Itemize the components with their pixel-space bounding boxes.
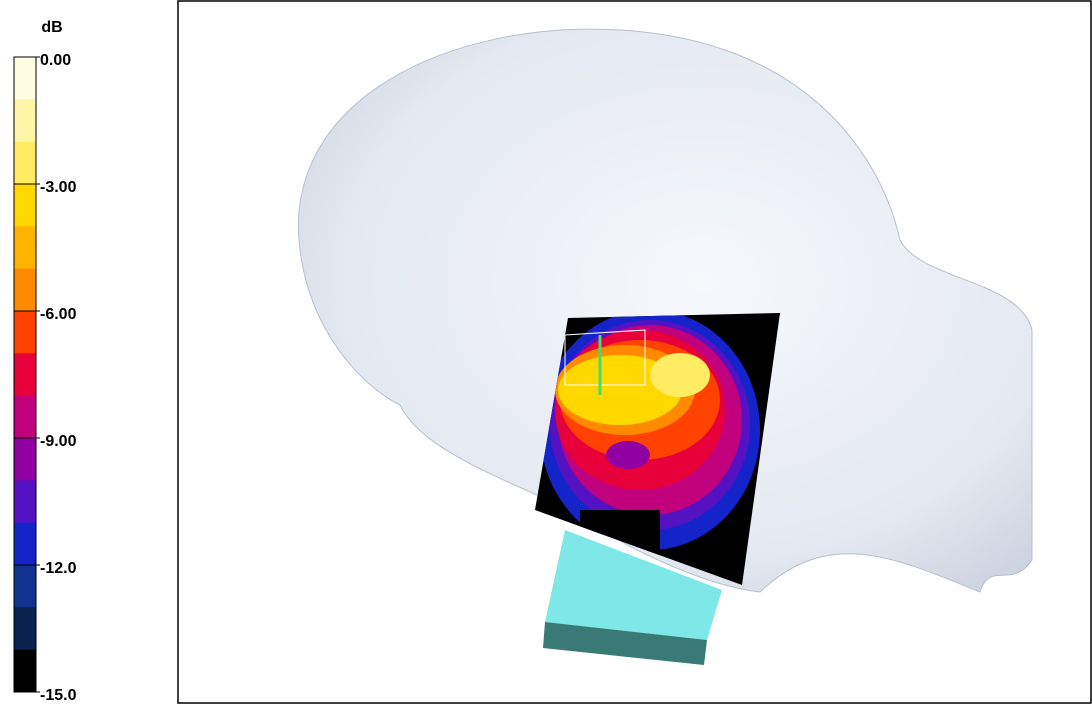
colorbar-band	[14, 99, 36, 143]
head-model	[297, 28, 1033, 593]
colorbar-band	[14, 438, 36, 481]
colorbar-band	[14, 353, 36, 397]
colorbar-band	[14, 480, 36, 524]
colorbar-band	[14, 226, 36, 270]
colorbar-band	[14, 395, 36, 439]
colorbar-band	[14, 649, 36, 693]
colorbar-band	[14, 565, 36, 608]
colorbar-tick-label: -3.00	[40, 179, 77, 196]
colorbar-band	[14, 268, 36, 312]
colorbar-band	[14, 522, 36, 566]
colorbar-tick-label: -15.0	[40, 687, 77, 704]
colorbar-tick-label: -9.00	[40, 433, 77, 450]
phone-side	[543, 622, 707, 665]
colorbar-tick-label: -12.0	[40, 560, 77, 577]
colorbar-tick-label: -6.00	[40, 306, 77, 323]
field-map	[535, 313, 780, 585]
colorbar-band	[14, 311, 36, 354]
colorbar-band	[14, 57, 36, 100]
colorbar-band	[14, 141, 36, 185]
colorbar-band	[14, 184, 36, 227]
colorbar-tick-label: 0.00	[40, 52, 71, 69]
colorbar-unit: dB	[41, 19, 62, 36]
phone-top	[545, 530, 722, 640]
colorbar-band	[14, 607, 36, 651]
